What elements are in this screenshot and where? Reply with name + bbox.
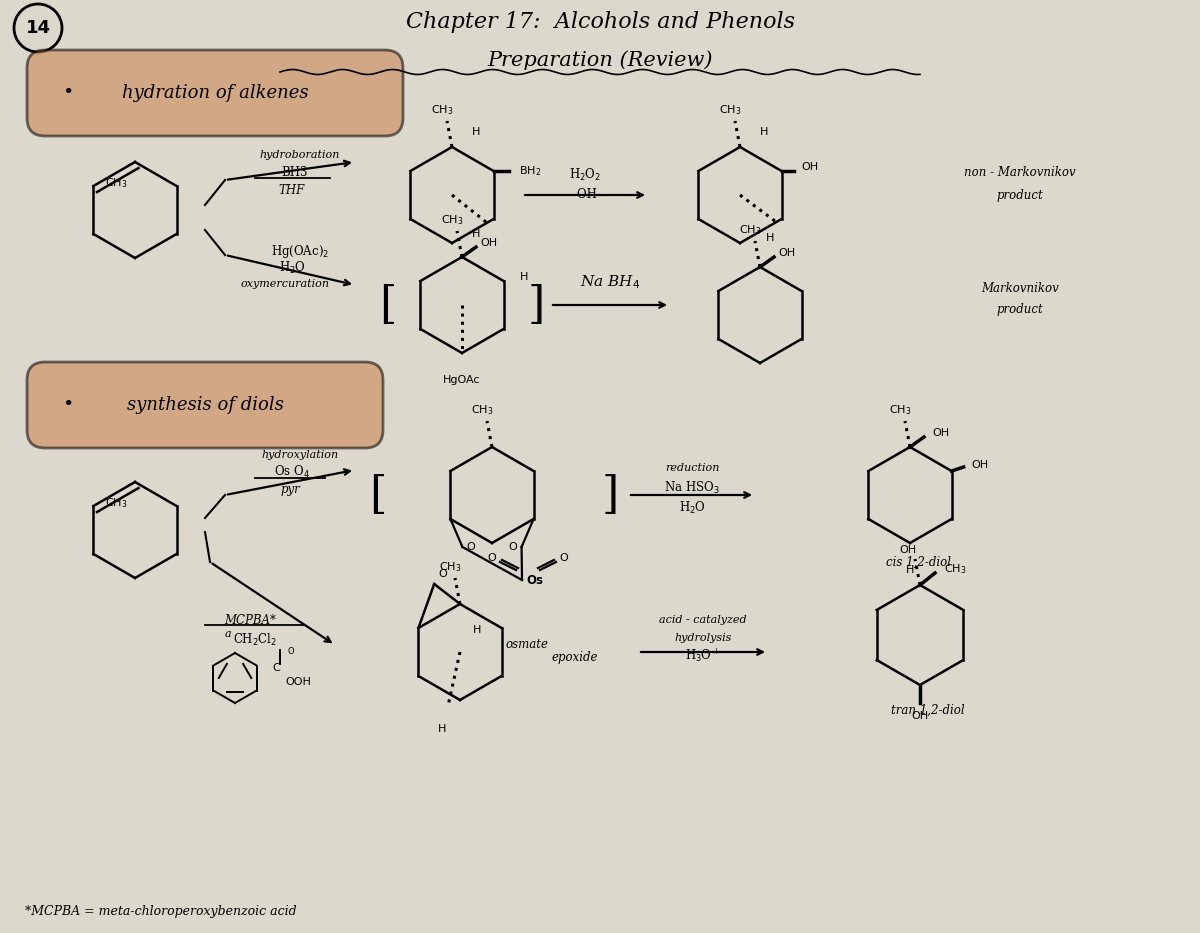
Text: hydroxylation: hydroxylation: [262, 450, 338, 460]
Text: H: H: [473, 625, 481, 635]
Text: BH$_2$: BH$_2$: [518, 164, 541, 178]
Text: *MCPBA = meta-chloroperoxybenzoic acid: *MCPBA = meta-chloroperoxybenzoic acid: [25, 904, 296, 917]
Text: reduction: reduction: [665, 463, 719, 473]
Text: hydration of alkenes: hydration of alkenes: [121, 84, 308, 102]
Text: O: O: [559, 553, 569, 563]
Text: epoxide: epoxide: [552, 651, 599, 664]
Text: hydroboration: hydroboration: [260, 150, 340, 160]
Text: Na BH$_4$: Na BH$_4$: [580, 273, 640, 291]
Text: Os: Os: [526, 574, 542, 587]
Text: CH$_3$: CH$_3$: [470, 403, 493, 417]
Text: OOH: OOH: [286, 677, 311, 687]
Text: CH$_3$: CH$_3$: [106, 496, 128, 510]
Text: H$_2$O: H$_2$O: [678, 500, 706, 516]
Text: H: H: [472, 229, 480, 239]
Text: H$_2$O$_2$: H$_2$O$_2$: [569, 167, 601, 183]
Text: H: H: [520, 272, 528, 282]
Text: CH$_3$: CH$_3$: [440, 214, 463, 227]
Text: [: [: [379, 284, 397, 327]
Text: 14: 14: [25, 19, 50, 37]
Text: C: C: [272, 663, 280, 673]
Text: •: •: [62, 396, 73, 414]
Text: Os O$_4$: Os O$_4$: [274, 464, 310, 480]
Text: H: H: [906, 565, 914, 575]
Text: CH$_3$: CH$_3$: [106, 176, 128, 190]
Text: OH: OH: [900, 545, 917, 555]
Text: CH$_3$: CH$_3$: [739, 223, 761, 237]
Text: product: product: [997, 303, 1043, 316]
Text: H$_2$O: H$_2$O: [278, 260, 306, 276]
Text: H$_3$O$^+$: H$_3$O$^+$: [685, 648, 721, 664]
Text: synthesis of diols: synthesis of diols: [126, 396, 283, 414]
Text: ]: ]: [527, 284, 545, 327]
Text: acid - catalyzed: acid - catalyzed: [659, 615, 746, 625]
Text: ]: ]: [601, 473, 619, 517]
FancyBboxPatch shape: [28, 362, 383, 448]
Text: CH$_3$: CH$_3$: [889, 403, 911, 417]
Text: CH$_2$Cl$_2$: CH$_2$Cl$_2$: [233, 632, 277, 648]
Text: Chapter 17:  Alcohols and Phenols: Chapter 17: Alcohols and Phenols: [406, 11, 794, 33]
Text: H: H: [438, 724, 446, 734]
Text: O: O: [487, 553, 497, 563]
Text: Na HSO$_3$: Na HSO$_3$: [664, 480, 720, 496]
Text: OH: OH: [912, 711, 929, 721]
Text: OH: OH: [932, 428, 949, 438]
Text: CH$_3$: CH$_3$: [719, 104, 742, 117]
Text: CH$_3$: CH$_3$: [431, 104, 454, 117]
Text: CH$_3$: CH$_3$: [439, 560, 461, 574]
Text: H: H: [766, 233, 774, 243]
Text: Hg(OAc)$_2$: Hg(OAc)$_2$: [271, 244, 329, 260]
Text: hydrolysis: hydrolysis: [674, 633, 732, 643]
Text: O: O: [288, 648, 295, 657]
Text: OH: OH: [972, 460, 989, 470]
Text: osmate: osmate: [505, 638, 548, 651]
Text: non - Markovnikov: non - Markovnikov: [964, 165, 1076, 178]
Text: O: O: [438, 569, 446, 579]
Text: [: [: [370, 473, 386, 517]
Text: MCPBA*: MCPBA*: [224, 614, 276, 626]
Text: OH: OH: [480, 238, 497, 248]
Text: H: H: [472, 127, 480, 137]
Text: oxymercuration: oxymercuration: [240, 279, 330, 289]
Text: -OH: -OH: [574, 188, 596, 202]
Text: cis 1,2-diol: cis 1,2-diol: [886, 555, 950, 568]
Text: a: a: [224, 629, 232, 639]
Text: Markovnikov: Markovnikov: [982, 282, 1058, 295]
Text: •: •: [62, 84, 73, 102]
Text: OH: OH: [778, 248, 796, 258]
Text: BH3: BH3: [282, 165, 308, 178]
Text: H: H: [760, 127, 768, 137]
Text: HgOAc: HgOAc: [443, 375, 481, 385]
Text: O: O: [467, 542, 475, 552]
Text: tran 1,2-diol: tran 1,2-diol: [892, 703, 965, 717]
Text: pyr: pyr: [280, 483, 300, 496]
Text: O: O: [509, 542, 517, 552]
Text: THF: THF: [278, 184, 305, 197]
Text: product: product: [997, 188, 1043, 202]
FancyBboxPatch shape: [28, 50, 403, 136]
Text: Preparation (Review): Preparation (Review): [487, 50, 713, 70]
Text: OH: OH: [802, 162, 818, 172]
Text: CH$_3$: CH$_3$: [944, 562, 966, 576]
